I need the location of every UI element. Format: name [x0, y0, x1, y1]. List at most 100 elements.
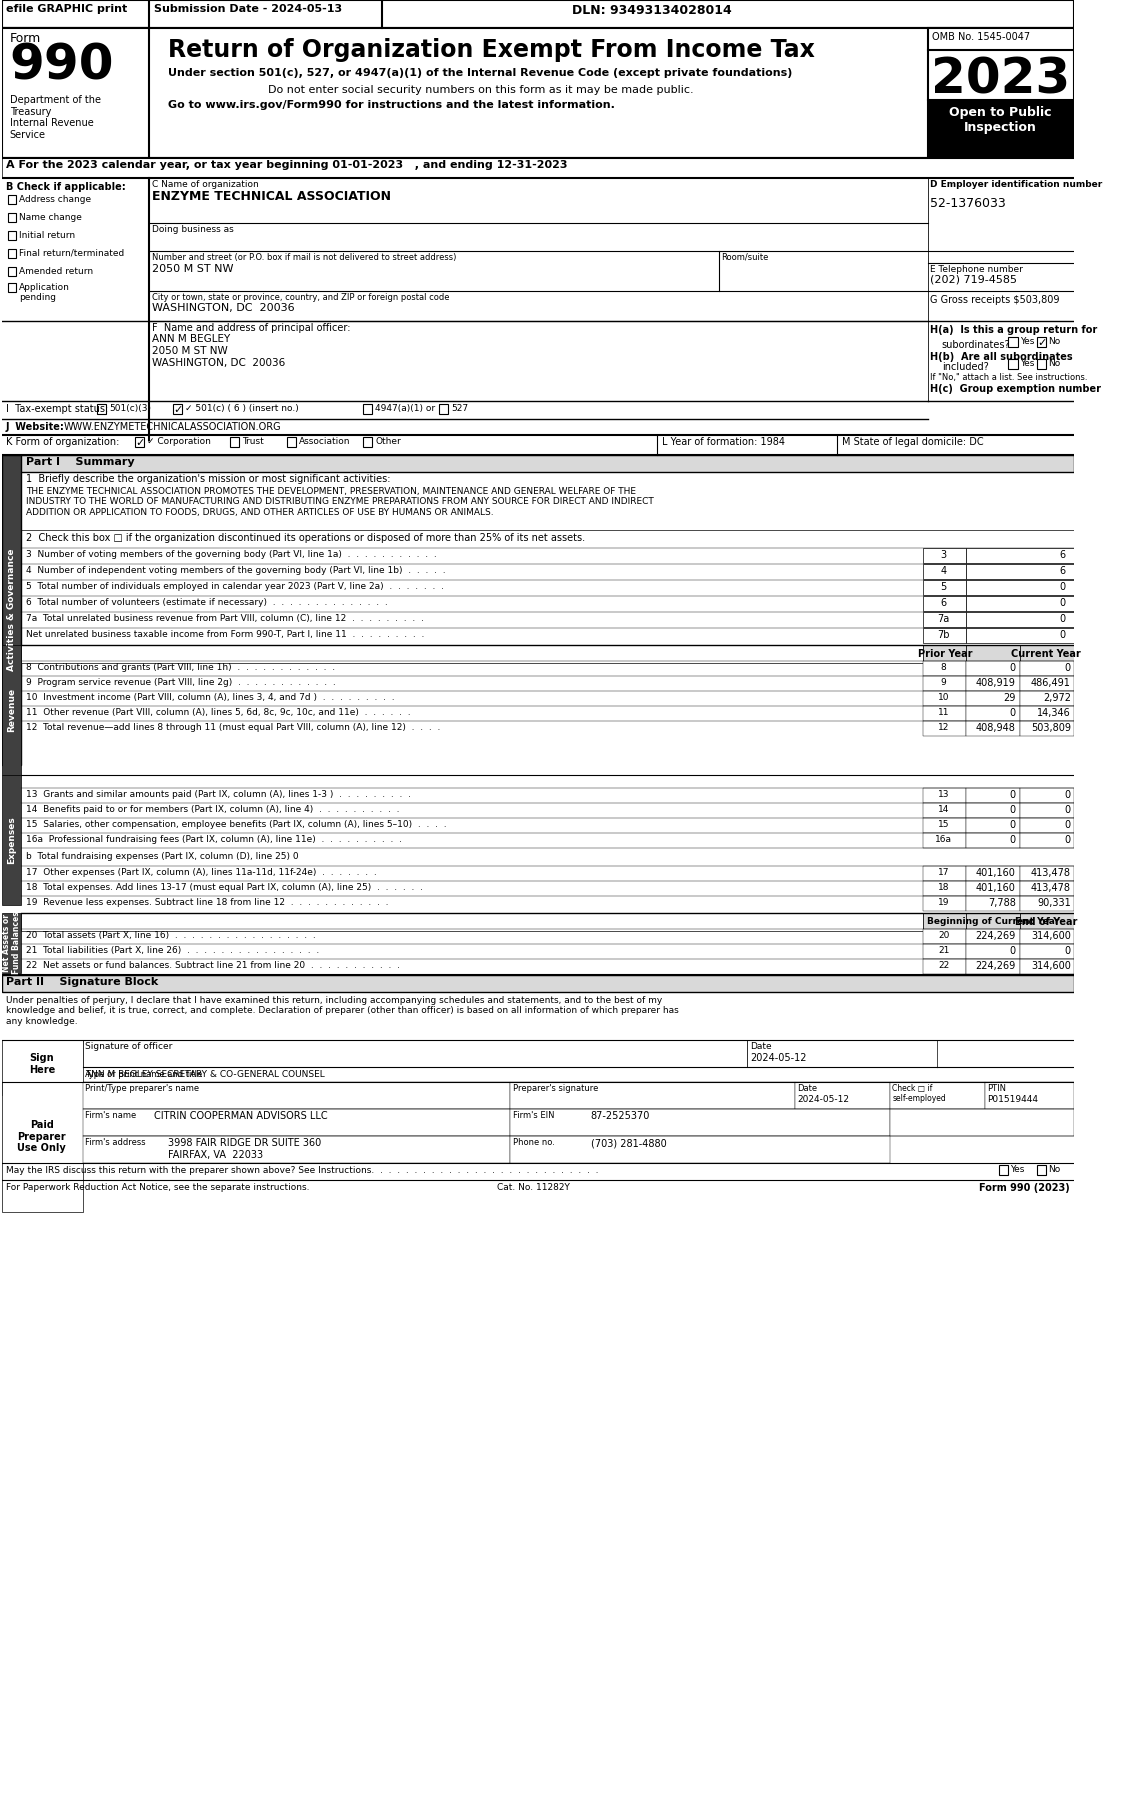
Text: 21  Total liabilities (Part X, line 26)  .  .  .  .  .  .  .  .  .  .  .  .  .  : 21 Total liabilities (Part X, line 26) .… [26, 946, 318, 955]
Text: Yes: Yes [1019, 337, 1034, 346]
Text: (703) 281-4880: (703) 281-4880 [590, 1139, 666, 1148]
Bar [922, 959, 965, 975]
Text: 501(c)(3): 501(c)(3) [110, 404, 151, 413]
Text: DLN: 93493134028014: DLN: 93493134028014 [571, 4, 732, 16]
Bar [2, 159, 1074, 178]
Text: 6: 6 [940, 598, 947, 607]
Bar [510, 1081, 795, 1108]
Bar [922, 613, 965, 627]
Text: 90,331: 90,331 [1038, 897, 1071, 908]
Text: Doing business as: Doing business as [152, 225, 234, 234]
Bar [149, 250, 719, 290]
Bar [1019, 676, 1074, 690]
Text: E Telephone number: E Telephone number [930, 265, 1023, 274]
Text: Type or print name and title: Type or print name and title [86, 1070, 203, 1079]
Text: 22  Net assets or fund balances. Subtract line 21 from line 20  .  .  .  .  .  .: 22 Net assets or fund balances. Subtract… [26, 960, 400, 969]
Bar [965, 804, 1019, 818]
Bar [149, 178, 928, 223]
Text: 4947(a)(1) or: 4947(a)(1) or [375, 404, 435, 413]
Bar [922, 881, 965, 896]
Bar [1019, 787, 1074, 804]
Text: Part I    Summary: Part I Summary [26, 458, 134, 467]
Text: 0: 0 [1059, 631, 1066, 640]
Text: 19  Revenue less expenses. Subtract line 18 from line 12  .  .  .  .  .  .  .  .: 19 Revenue less expenses. Subtract line … [26, 897, 388, 906]
Bar [922, 548, 965, 562]
Text: 6: 6 [1059, 566, 1066, 577]
Bar [928, 99, 1074, 159]
Text: For Paperwork Reduction Act Notice, see the separate instructions.: For Paperwork Reduction Act Notice, see … [6, 1182, 309, 1191]
Bar [362, 438, 373, 447]
Bar [82, 1135, 510, 1162]
Bar [965, 833, 1019, 849]
Text: 0: 0 [1065, 834, 1071, 845]
Bar [922, 676, 965, 690]
Text: 503,809: 503,809 [1031, 723, 1071, 733]
Bar [8, 267, 16, 276]
Bar [922, 661, 965, 676]
Text: Revenue: Revenue [7, 688, 16, 732]
Text: 0: 0 [1059, 582, 1066, 593]
Text: THE ENZYME TECHNICAL ASSOCIATION PROMOTES THE DEVELOPMENT, PRESERVATION, MAINTEN: THE ENZYME TECHNICAL ASSOCIATION PROMOTE… [26, 487, 654, 517]
Bar [928, 263, 1074, 290]
Bar [362, 404, 373, 414]
Bar [922, 896, 965, 912]
Bar [97, 404, 106, 414]
Bar [922, 944, 965, 959]
Bar [2, 29, 1074, 159]
Text: 0: 0 [1059, 598, 1066, 607]
Text: 2  Check this box □ if the organization discontinued its operations or disposed : 2 Check this box □ if the organization d… [26, 533, 585, 542]
Text: 413,478: 413,478 [1031, 869, 1071, 878]
Bar [965, 914, 1019, 932]
Text: P01519444: P01519444 [988, 1096, 1039, 1105]
Bar [134, 438, 145, 447]
Bar [965, 721, 1019, 735]
Text: 9: 9 [940, 678, 946, 687]
Bar [173, 404, 182, 414]
Text: Paid
Preparer
Use Only: Paid Preparer Use Only [17, 1121, 67, 1153]
Text: Final return/terminated: Final return/terminated [19, 249, 124, 258]
Text: 2,972: 2,972 [1043, 694, 1071, 703]
Bar [82, 1108, 510, 1135]
Bar [82, 1040, 747, 1067]
Text: 3998 FAIR RIDGE DR SUITE 360: 3998 FAIR RIDGE DR SUITE 360 [168, 1139, 322, 1148]
Text: 13  Grants and similar amounts paid (Part IX, column (A), lines 1-3 )  .  .  .  : 13 Grants and similar amounts paid (Part… [26, 789, 411, 798]
Text: 0: 0 [1009, 946, 1016, 957]
Text: 5  Total number of individuals employed in calendar year 2023 (Part V, line 2a) : 5 Total number of individuals employed i… [26, 582, 444, 591]
Text: 7b: 7b [937, 631, 949, 640]
Text: 16a: 16a [935, 834, 952, 843]
Text: 10: 10 [938, 694, 949, 703]
Text: Under penalties of perjury, I declare that I have examined this return, includin: Under penalties of perjury, I declare th… [6, 997, 679, 1025]
Bar [1019, 804, 1074, 818]
Bar [2, 0, 1074, 29]
Text: 8  Contributions and grants (Part VIII, line 1h)  .  .  .  .  .  .  .  .  .  .  : 8 Contributions and grants (Part VIII, l… [26, 663, 335, 672]
Text: 4: 4 [940, 566, 947, 577]
Text: 4  Number of independent voting members of the governing body (Part VI, line 1b): 4 Number of independent voting members o… [26, 566, 445, 575]
Text: 0: 0 [1009, 820, 1016, 831]
Bar [149, 223, 928, 250]
Bar [922, 721, 965, 735]
Text: 314,600: 314,600 [1031, 932, 1071, 941]
Text: 401,160: 401,160 [975, 883, 1016, 894]
Text: ✓: ✓ [1038, 339, 1047, 348]
Bar [1019, 944, 1074, 959]
Bar [965, 645, 1019, 663]
Text: F  Name and address of principal officer:: F Name and address of principal officer: [152, 323, 350, 333]
Text: 14: 14 [938, 805, 949, 815]
Text: Preparer's signature: Preparer's signature [513, 1085, 598, 1094]
Bar [8, 283, 16, 292]
Bar [965, 706, 1019, 721]
Text: 19: 19 [938, 897, 949, 906]
Text: 7a  Total unrelated business revenue from Part VIII, column (C), line 12  .  .  : 7a Total unrelated business revenue from… [26, 614, 423, 623]
Text: Activities & Governance: Activities & Governance [7, 550, 16, 672]
Bar [2, 454, 1074, 472]
Text: 21: 21 [938, 946, 949, 955]
Text: Name change: Name change [19, 213, 82, 222]
Bar [21, 914, 922, 932]
Bar [1019, 881, 1074, 896]
Text: Beginning of Current Year: Beginning of Current Year [927, 917, 1059, 926]
Bar [965, 930, 1019, 944]
Bar [922, 930, 965, 944]
Bar [2, 914, 21, 973]
Bar [928, 29, 1074, 159]
Text: 0: 0 [1065, 789, 1071, 800]
